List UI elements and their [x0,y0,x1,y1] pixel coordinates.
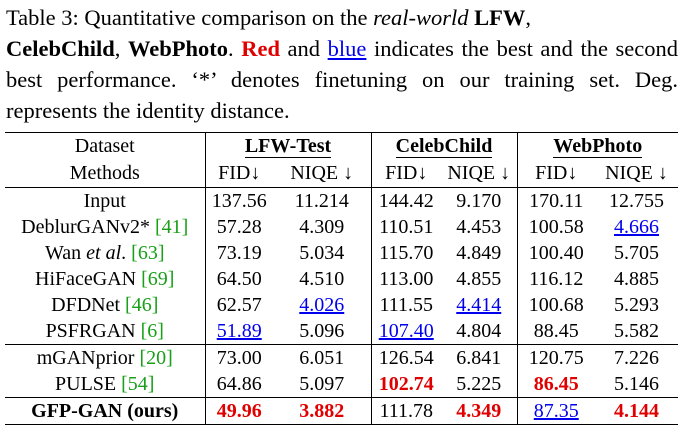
method-cell: Wan et al. [63] [5,240,206,266]
value-cell: 100.40 [528,242,584,264]
method-cell: DeblurGANv2* [41] [5,214,206,240]
value-cell: 110.51 [379,216,434,238]
table-row: Input 137.56 11.214 144.42 9.170 170.11 … [5,187,678,214]
value-cell: 64.86 [216,373,262,395]
value-cell-best: 4.144 [595,397,678,425]
value-cell-second-best: 87.35 [517,397,595,425]
value-cell: 111.55 [379,294,433,316]
value-cell: 113.00 [379,268,434,290]
value-cell: 126.54 [371,344,441,371]
value-cell: 73.00 [205,344,273,371]
value-cell: 5.097 [273,371,372,398]
table-row-ours: GFP-GAN (ours) 49.96 3.882 111.78 4.349 … [5,397,678,425]
value-cell: 5.096 [273,318,372,345]
value-cell: 6.051 [273,344,372,371]
value-cell: 5.034 [273,240,372,266]
value-cell: 88.45 [533,320,579,342]
metric-header: FID↓ [218,162,261,184]
value-cell-second-best: 51.89 [216,320,262,342]
table-row: DFDNet [46] 62.57 4.026 111.55 4.414 100… [5,292,678,318]
dataset-header: Dataset [5,132,206,160]
table-row: Wan et al. [63] 73.19 5.034 115.70 4.849… [5,240,678,266]
methods-header: Methods [5,160,206,188]
value-cell: 5.146 [614,373,659,395]
results-table: Dataset LFW-Test CelebChild WebPhoto Met… [5,132,678,425]
citation-link[interactable]: [6] [140,320,164,342]
value-cell: 5.582 [614,320,659,342]
value-cell-second-best: 4.414 [441,292,518,318]
value-cell: 115.70 [379,242,434,264]
metric-header: FID↓ [535,162,578,184]
value-cell: 116.12 [529,268,584,290]
method-cell: HiFaceGAN [69] [5,266,206,292]
table-row: PSFRGAN [6] 51.89 5.096 107.40 4.804 88.… [5,318,678,345]
value-cell: 4.849 [441,240,518,266]
citation-link[interactable]: [20] [139,347,173,369]
citation-link[interactable]: [63] [131,242,165,264]
red-legend-word: Red [241,36,280,61]
value-cell: 5.225 [441,371,518,398]
value-cell: 64.50 [216,268,262,290]
value-cell: 9.170 [441,187,518,214]
value-cell: 4.855 [441,266,518,292]
table-row: HiFaceGAN [69] 64.50 4.510 113.00 4.855 … [5,266,678,292]
value-cell-second-best: 4.666 [614,216,659,238]
value-cell: 7.226 [595,344,678,371]
citation-link[interactable]: [69] [141,268,175,290]
table-row: mGANprior [20] 73.00 6.051 126.54 6.841 … [5,344,678,371]
method-cell: mGANprior [20] [5,344,206,371]
metric-header: FID↓ [385,162,428,184]
value-cell-second-best: 4.026 [273,292,372,318]
value-cell-second-best: 107.40 [378,320,434,342]
value-cell: 5.293 [614,294,659,316]
table-row: PULSE [54] 64.86 5.097 102.74 5.225 86.4… [5,371,678,398]
value-cell: 4.510 [273,266,372,292]
citation-link[interactable]: [41] [155,216,189,238]
group-header-celebchild: CelebChild [371,132,518,160]
value-cell: 120.75 [517,344,595,371]
metric-header: NIQE ↓ [441,160,518,188]
table-caption: Table 3: Quantitative comparison on the … [6,5,679,123]
value-cell-best: 3.882 [273,397,372,425]
header-row-metrics: Methods FID↓ NIQE ↓ FID↓ NIQE ↓ FID↓ NIQ… [5,160,678,188]
results-table-wrapper: Dataset LFW-Test CelebChild WebPhoto Met… [5,132,678,425]
group-header-lfw: LFW-Test [205,132,372,160]
method-cell: Input [5,187,206,214]
table-row: DeblurGANv2* [41] 57.28 4.309 110.51 4.4… [5,214,678,240]
value-cell-best: 4.349 [441,397,518,425]
method-cell: PULSE [54] [5,371,206,398]
blue-legend-word: blue [327,36,367,61]
method-cell: PSFRGAN [6] [5,318,206,345]
value-cell: 73.19 [216,242,262,264]
header-row-datasets: Dataset LFW-Test CelebChild WebPhoto [5,132,678,160]
caption-label: Table 3: [6,5,79,30]
value-cell: 6.841 [441,344,518,371]
value-cell: 5.705 [614,242,659,264]
value-cell: 62.57 [216,294,262,316]
value-cell: 111.78 [371,397,441,425]
group-header-webphoto: WebPhoto [517,132,678,160]
citation-link[interactable]: [54] [121,373,155,395]
value-cell: 12.755 [595,187,678,214]
metric-header: NIQE ↓ [605,162,668,184]
value-cell: 4.885 [614,268,659,290]
value-cell: 11.214 [273,187,372,214]
value-cell: 170.11 [517,187,595,214]
value-cell: 137.56 [205,187,273,214]
value-cell: 57.28 [216,216,262,238]
value-cell-best: 102.74 [378,373,434,395]
metric-header: NIQE ↓ [273,160,372,188]
method-cell: DFDNet [46] [5,292,206,318]
value-cell-best: 49.96 [205,397,273,425]
value-cell: 144.42 [371,187,441,214]
value-cell: 100.58 [528,216,584,238]
value-cell: 100.68 [528,294,584,316]
value-cell: 4.309 [273,214,372,240]
method-cell: GFP-GAN (ours) [5,397,206,425]
citation-link[interactable]: [46] [125,294,159,316]
value-cell-best: 86.45 [533,373,579,395]
value-cell: 4.804 [441,318,518,345]
value-cell: 4.453 [441,214,518,240]
